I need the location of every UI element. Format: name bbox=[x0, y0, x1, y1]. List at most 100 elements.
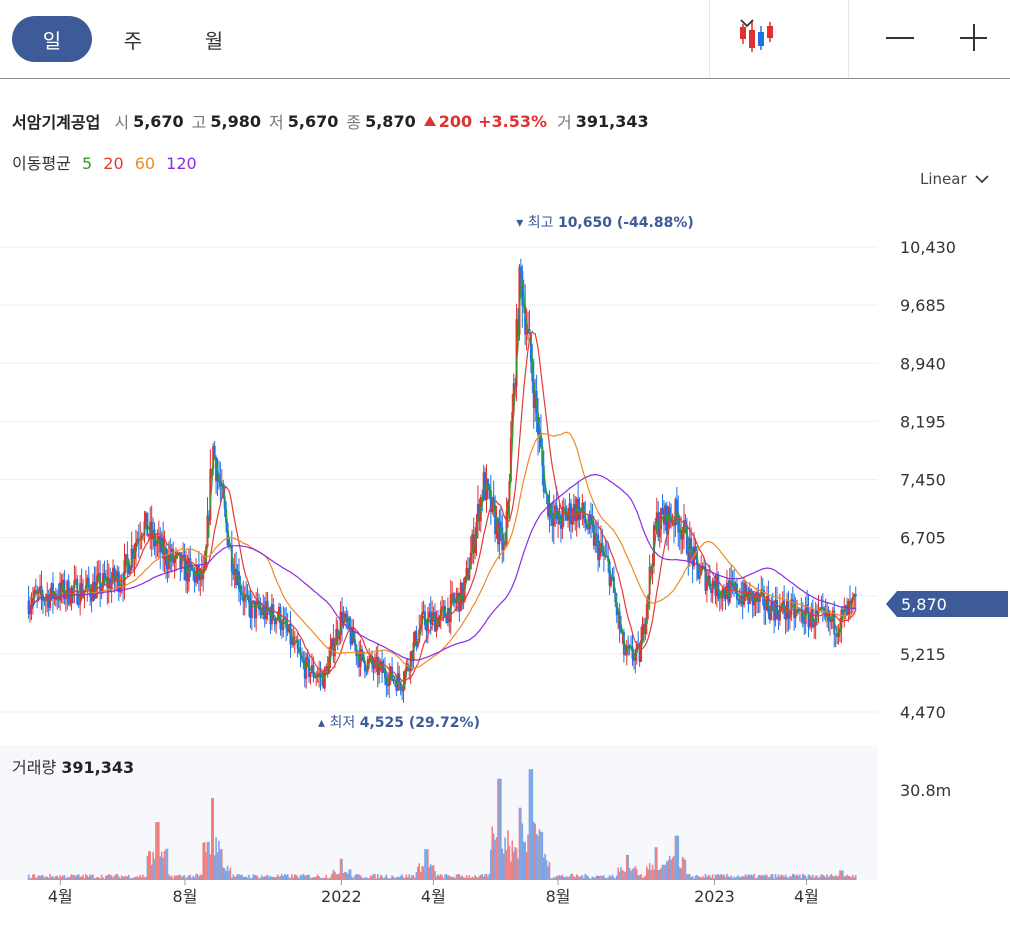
volume-bar bbox=[590, 878, 592, 880]
volume-bar bbox=[153, 858, 156, 880]
volume-bar bbox=[306, 874, 309, 880]
candle-body bbox=[571, 518, 574, 525]
volume-bar bbox=[348, 869, 350, 880]
stock-name: 서암기계공업 bbox=[12, 113, 101, 132]
volume-bar bbox=[846, 874, 848, 880]
candle-body bbox=[269, 611, 272, 625]
volume-bar bbox=[578, 877, 581, 880]
candle-body bbox=[56, 598, 59, 600]
candle-body bbox=[604, 555, 607, 557]
candle-body bbox=[705, 581, 708, 591]
volume-bar bbox=[46, 876, 49, 880]
period-day-button[interactable]: 일 bbox=[12, 16, 92, 62]
volume-bar bbox=[769, 876, 771, 880]
chart-type-selector[interactable] bbox=[709, 0, 849, 78]
volume-bar bbox=[565, 876, 568, 880]
candle-body bbox=[341, 611, 344, 627]
candle-body bbox=[236, 571, 239, 586]
volume-bar bbox=[53, 878, 56, 880]
volume-bar bbox=[55, 876, 57, 880]
candle-body bbox=[339, 611, 342, 635]
candle-body bbox=[468, 568, 471, 580]
candle-body bbox=[608, 561, 611, 586]
volume-bar bbox=[625, 854, 628, 880]
volume-bar bbox=[467, 877, 469, 880]
candle-body bbox=[305, 657, 308, 679]
candle-body bbox=[506, 501, 509, 512]
candle-body bbox=[791, 599, 794, 602]
volume-bar bbox=[364, 877, 366, 880]
volume-bar bbox=[482, 876, 485, 880]
candle-body bbox=[701, 565, 704, 568]
volume-bar bbox=[93, 878, 96, 880]
volume-bar bbox=[409, 877, 412, 880]
candle-body bbox=[611, 576, 614, 578]
candle-body bbox=[213, 445, 216, 458]
ma120-legend[interactable]: 120 bbox=[166, 154, 197, 173]
ma5-legend[interactable]: 5 bbox=[81, 154, 93, 173]
candle-body bbox=[403, 671, 406, 685]
candle-body bbox=[382, 667, 385, 673]
period-month-button[interactable]: 월 bbox=[204, 28, 224, 53]
volume-bar bbox=[107, 874, 110, 880]
volume-bar bbox=[218, 840, 220, 880]
quote-summary: 서암기계공업 시 5,670 고 5,980 저 5,670 종 5,870 2… bbox=[12, 108, 657, 134]
low-label: 저 bbox=[269, 113, 284, 132]
candle-body bbox=[589, 514, 592, 521]
volume-bar bbox=[771, 874, 774, 880]
volume-bar bbox=[698, 876, 701, 880]
high-label: 고 bbox=[191, 113, 207, 132]
volume-bar bbox=[634, 866, 637, 880]
volume-bar bbox=[298, 878, 300, 880]
price-tick-label: 10,430 bbox=[900, 238, 956, 257]
volume-bar bbox=[259, 877, 262, 880]
volume-bar bbox=[531, 769, 534, 880]
candle-body bbox=[704, 566, 707, 591]
volume-bar bbox=[603, 875, 605, 880]
volume-bar bbox=[730, 875, 733, 880]
zoom-out-button[interactable] bbox=[886, 37, 916, 40]
candle-body bbox=[298, 648, 301, 653]
candle-body bbox=[777, 613, 780, 621]
candle-body bbox=[150, 521, 153, 540]
volume-bar bbox=[581, 875, 584, 880]
volume-bar bbox=[574, 877, 577, 880]
candle-body bbox=[349, 629, 352, 645]
volume-bar bbox=[485, 873, 488, 880]
volume-bar bbox=[746, 876, 748, 880]
ma60-legend[interactable]: 60 bbox=[134, 154, 156, 173]
volume-bar bbox=[198, 876, 200, 880]
candle-body bbox=[464, 576, 467, 589]
volume-bar bbox=[847, 875, 850, 880]
period-week-button[interactable]: 주 bbox=[123, 28, 143, 53]
candle-body bbox=[851, 597, 854, 601]
volume-bar bbox=[763, 875, 765, 880]
candle-body bbox=[465, 568, 468, 577]
volume-bar bbox=[85, 874, 87, 880]
candle-body bbox=[116, 571, 119, 579]
candle-body bbox=[372, 664, 375, 669]
volume-bar bbox=[97, 877, 100, 880]
volume-bar bbox=[560, 875, 562, 880]
volume-bar bbox=[854, 874, 857, 880]
volume-bar bbox=[555, 875, 558, 880]
scale-selector[interactable]: Linear bbox=[920, 170, 989, 188]
ma20-legend[interactable]: 20 bbox=[103, 154, 124, 173]
volume-bar bbox=[843, 876, 846, 880]
volume-bar bbox=[163, 850, 166, 880]
volume-bar bbox=[651, 864, 654, 880]
volume-bar bbox=[796, 874, 798, 880]
volume-bar bbox=[790, 876, 793, 880]
candlestick-icon bbox=[740, 20, 773, 52]
volume-bar bbox=[379, 874, 382, 880]
zoom-in-button[interactable] bbox=[959, 24, 989, 54]
candle-body bbox=[637, 643, 640, 645]
volume-bar bbox=[271, 876, 273, 880]
volume-bar bbox=[517, 858, 519, 880]
volume-bar bbox=[238, 874, 240, 880]
volume-bar bbox=[853, 877, 856, 880]
volume-bar bbox=[193, 877, 196, 880]
candle-body bbox=[250, 600, 253, 619]
volume-bar bbox=[514, 847, 516, 880]
